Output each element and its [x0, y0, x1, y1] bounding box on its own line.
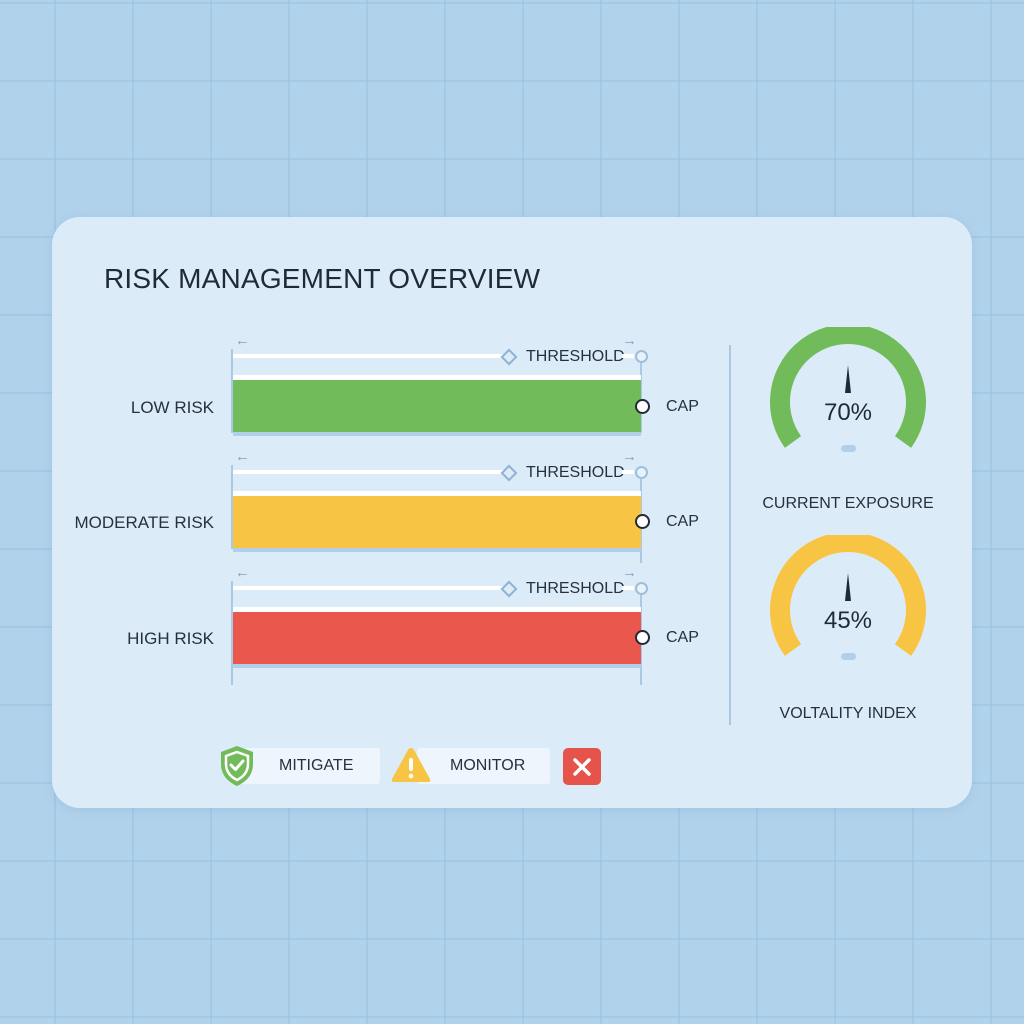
gauge-arc-green	[770, 327, 926, 448]
threshold-diamond-icon[interactable]	[500, 348, 518, 366]
threshold-line-end	[622, 354, 634, 358]
vertical-divider	[729, 345, 731, 725]
bar-base	[233, 664, 641, 668]
cap-handle-icon[interactable]	[635, 630, 650, 645]
risk-overview-card: RISK MANAGEMENT OVERVIEW ← → THRESHOLD L…	[52, 217, 972, 808]
threshold-end-circle-icon	[635, 350, 648, 363]
threshold-end-circle-icon	[635, 582, 648, 595]
cap-handle-icon[interactable]	[635, 514, 650, 529]
threshold-end-circle-icon	[635, 466, 648, 479]
close-icon	[573, 757, 591, 776]
bar-base	[233, 432, 641, 436]
row-label: HIGH RISK	[127, 629, 214, 648]
threshold-line	[233, 354, 503, 358]
threshold-label: THRESHOLD	[526, 348, 625, 365]
threshold-label: THRESHOLD	[526, 464, 625, 481]
threshold-label: THRESHOLD	[526, 580, 625, 597]
cap-label: CAP	[666, 398, 699, 415]
threshold-line	[233, 470, 503, 474]
bar-low-risk[interactable]	[233, 380, 641, 432]
gauge-value: 45%	[823, 607, 873, 634]
page-title: RISK MANAGEMENT OVERVIEW	[104, 263, 541, 294]
cap-label: CAP	[666, 629, 699, 646]
gauge-value: 70%	[823, 399, 873, 426]
threshold-line	[233, 586, 503, 590]
range-guide-left	[231, 349, 233, 433]
threshold-diamond-icon[interactable]	[500, 580, 518, 598]
bar-top-line	[233, 491, 641, 496]
threshold-line-end	[622, 586, 634, 590]
bar-high-risk[interactable]	[233, 612, 641, 664]
cap-handle-icon[interactable]	[635, 399, 650, 414]
bar-moderate-risk[interactable]	[233, 496, 641, 548]
monitor-label: MONITOR	[450, 757, 526, 774]
bar-top-line	[233, 607, 641, 612]
gauge-label: CURRENT EXPOSURE	[762, 495, 934, 512]
arrow-right-icon: →	[622, 332, 637, 349]
dismiss-button[interactable]	[563, 748, 601, 785]
shield-check-icon	[221, 746, 253, 786]
bar-top-line	[233, 375, 641, 380]
mitigate-button[interactable]: MITIGATE	[233, 748, 380, 784]
arrow-right-icon: →	[622, 448, 637, 465]
gauge-label: VOLTALITY INDEX	[779, 705, 917, 722]
cap-label: CAP	[666, 513, 699, 530]
arrow-left-icon: ←	[235, 332, 250, 349]
gauge-indicator-pill	[841, 653, 856, 660]
arrow-left-icon: ←	[235, 448, 250, 465]
warning-icon	[391, 748, 431, 782]
threshold-diamond-icon[interactable]	[500, 464, 518, 482]
mitigate-label: MITIGATE	[279, 757, 354, 774]
row-label: LOW RISK	[130, 398, 214, 417]
arrow-right-icon: →	[622, 564, 637, 581]
range-guide-left	[231, 465, 233, 549]
monitor-button[interactable]: MONITOR	[417, 748, 550, 784]
threshold-line-end	[622, 470, 634, 474]
arrow-left-icon: ←	[235, 564, 250, 581]
gauge-indicator-pill	[841, 445, 856, 452]
row-label: MODERATE RISK	[74, 513, 214, 532]
range-guide-left	[231, 581, 233, 685]
bar-base	[233, 548, 641, 552]
gauge-arc-yellow	[770, 535, 926, 656]
range-guide-right	[640, 363, 642, 433]
